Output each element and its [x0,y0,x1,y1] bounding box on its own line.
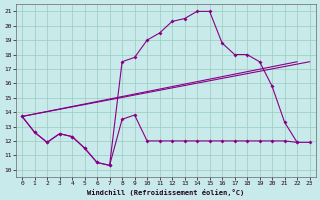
X-axis label: Windchill (Refroidissement éolien,°C): Windchill (Refroidissement éolien,°C) [87,189,244,196]
